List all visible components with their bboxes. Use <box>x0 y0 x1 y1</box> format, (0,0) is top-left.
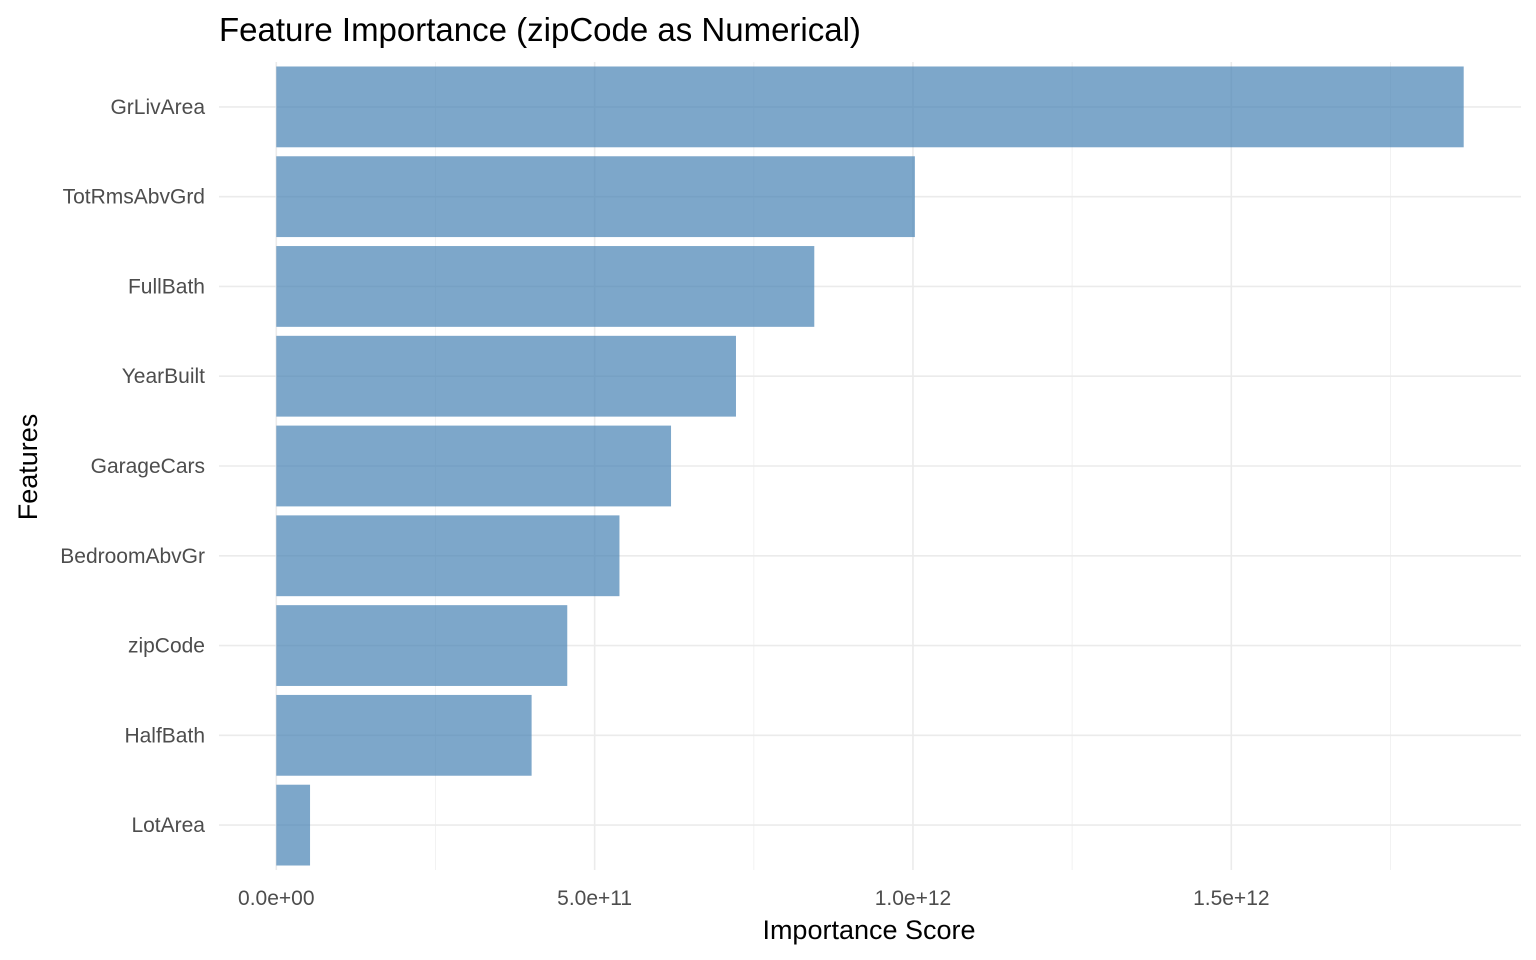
x-tick-label-3: 1.5e+12 <box>1193 887 1270 910</box>
x-tick-label-0: 0.0e+00 <box>238 887 315 910</box>
chart-title: Feature Importance (zipCode as Numerical… <box>219 11 861 48</box>
bar-HalfBath <box>276 694 532 776</box>
y-axis-title: Features <box>13 414 43 521</box>
x-tick-label-2: 1.0e+12 <box>875 887 952 910</box>
bar-FullBath <box>276 246 815 327</box>
y-tick-label-BedroomAbvGr: BedroomAbvGr <box>60 545 205 568</box>
bars <box>276 66 1464 866</box>
bar-LotArea <box>276 784 311 866</box>
x-axis-title: Importance Score <box>762 915 975 945</box>
bar-YearBuilt <box>276 335 736 417</box>
y-tick-label-GarageCars: GarageCars <box>91 455 205 478</box>
bar-BedroomAbvGr <box>276 515 620 597</box>
x-axis-tick-labels: 0.0e+00 5.0e+11 1.0e+12 1.5e+12 <box>238 887 1270 910</box>
y-tick-label-YearBuilt: YearBuilt <box>122 365 205 388</box>
x-tick-label-1: 5.0e+11 <box>557 887 632 910</box>
y-tick-label-GrLivArea: GrLivArea <box>110 96 205 119</box>
y-tick-label-zipCode: zipCode <box>128 635 205 658</box>
y-tick-label-HalfBath: HalfBath <box>124 724 205 747</box>
bar-TotRmsAbvGrd <box>276 156 915 238</box>
y-axis-tick-labels: GrLivArea TotRmsAbvGrd FullBath YearBuilt Ga… <box>60 96 205 837</box>
y-tick-label-LotArea: LotArea <box>131 814 205 837</box>
bar-GrLivArea <box>276 66 1464 148</box>
y-tick-label-FullBath: FullBath <box>128 275 205 298</box>
y-tick-label-TotRmsAbvGrd: TotRmsAbvGrd <box>63 186 205 209</box>
bar-zipCode <box>276 605 568 686</box>
bar-GarageCars <box>276 425 672 507</box>
